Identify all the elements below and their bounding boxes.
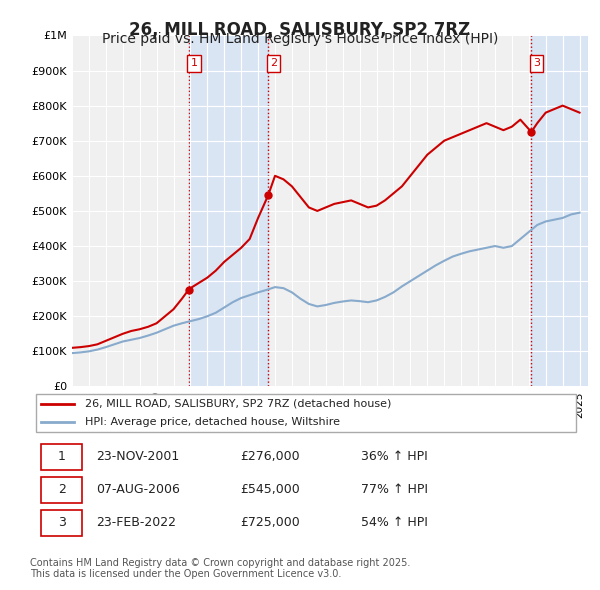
Text: 3: 3 [533,58,540,68]
Text: 07-AUG-2006: 07-AUG-2006 [96,483,180,496]
Text: HPI: Average price, detached house, Wiltshire: HPI: Average price, detached house, Wilt… [85,417,340,427]
FancyBboxPatch shape [41,510,82,536]
Text: 23-FEB-2022: 23-FEB-2022 [96,516,176,529]
FancyBboxPatch shape [35,394,577,432]
Text: 23-NOV-2001: 23-NOV-2001 [96,450,179,463]
Text: 1: 1 [190,58,197,68]
Text: 2: 2 [58,483,66,496]
Text: 2: 2 [270,58,277,68]
Text: £545,000: £545,000 [240,483,299,496]
Text: £276,000: £276,000 [240,450,299,463]
Bar [189,35,268,386]
Bar [532,35,588,386]
Text: Contains HM Land Registry data © Crown copyright and database right 2025.
This d: Contains HM Land Registry data © Crown c… [30,558,410,579]
FancyBboxPatch shape [41,477,82,503]
Text: 54% ↑ HPI: 54% ↑ HPI [361,516,428,529]
FancyBboxPatch shape [41,444,82,470]
Text: Price paid vs. HM Land Registry's House Price Index (HPI): Price paid vs. HM Land Registry's House … [102,32,498,47]
Text: 26, MILL ROAD, SALISBURY, SP2 7RZ (detached house): 26, MILL ROAD, SALISBURY, SP2 7RZ (detac… [85,399,392,409]
Text: 3: 3 [58,516,66,529]
Text: 77% ↑ HPI: 77% ↑ HPI [361,483,428,496]
Text: 1: 1 [58,450,66,463]
Text: 36% ↑ HPI: 36% ↑ HPI [361,450,428,463]
Text: 26, MILL ROAD, SALISBURY, SP2 7RZ: 26, MILL ROAD, SALISBURY, SP2 7RZ [130,21,470,39]
Text: £725,000: £725,000 [240,516,299,529]
